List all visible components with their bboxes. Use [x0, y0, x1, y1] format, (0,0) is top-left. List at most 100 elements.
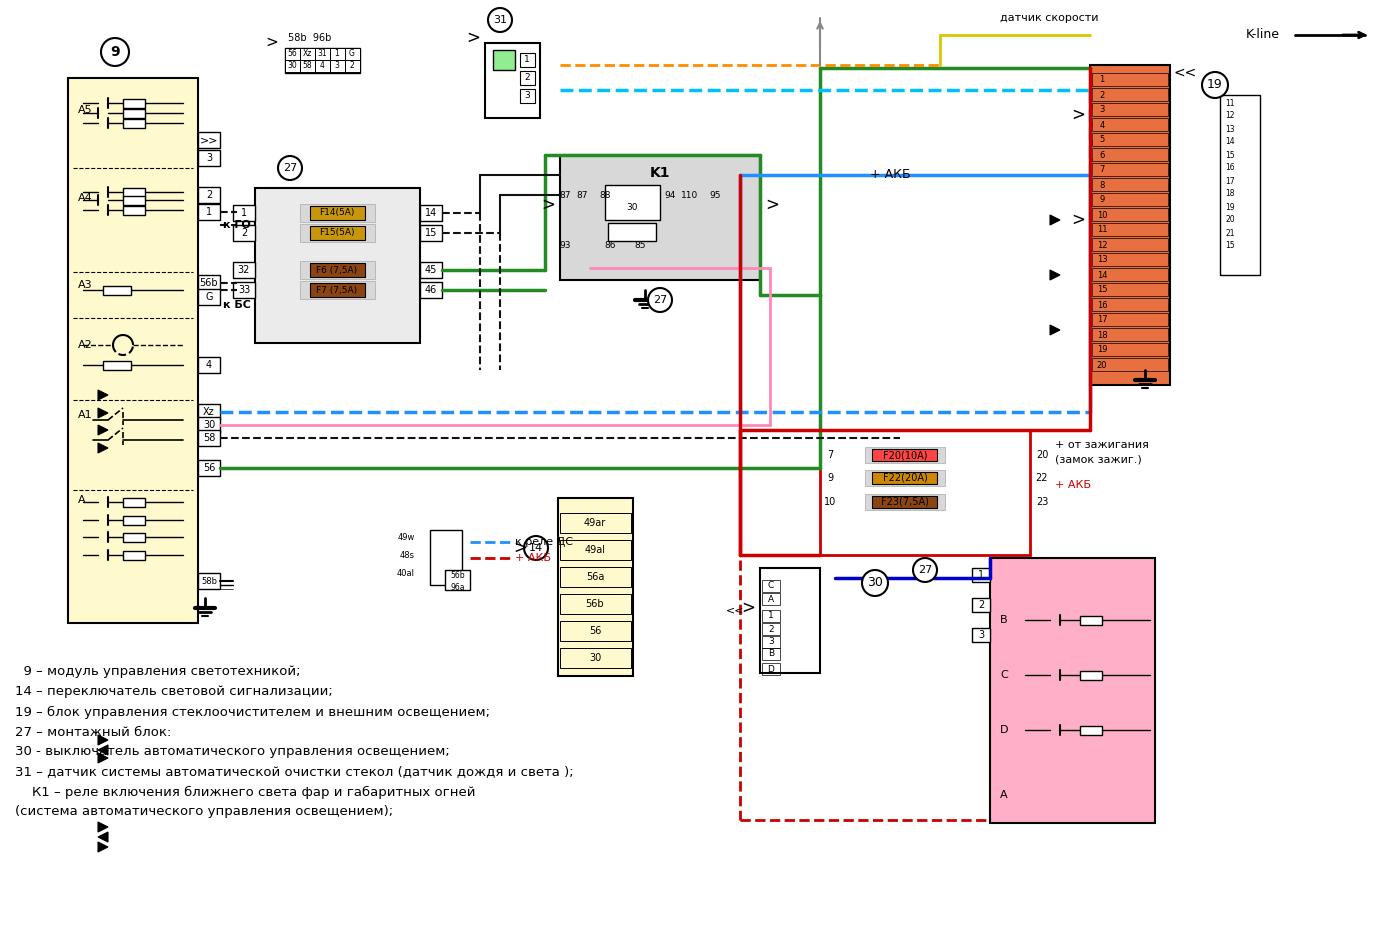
Bar: [199, 275, 221, 291]
Text: + от зажигания: + от зажигания: [1055, 440, 1149, 450]
Bar: [1092, 148, 1168, 161]
Text: >: >: [741, 599, 754, 617]
Bar: [123, 99, 145, 108]
Bar: [865, 470, 945, 486]
Bar: [1092, 133, 1168, 146]
Text: F20(10A): F20(10A): [883, 450, 927, 460]
Text: >: >: [513, 539, 527, 557]
Text: D: D: [1000, 725, 1008, 735]
Text: 14: 14: [425, 208, 437, 218]
Bar: [763, 623, 781, 635]
Text: 56a: 56a: [586, 572, 604, 582]
Bar: [1092, 253, 1168, 266]
Bar: [421, 205, 443, 221]
Circle shape: [648, 288, 672, 312]
Polygon shape: [98, 753, 108, 763]
Text: 46: 46: [425, 285, 437, 295]
Text: F23(7,5A): F23(7,5A): [881, 497, 929, 507]
Text: >: >: [1071, 211, 1085, 229]
Text: >: >: [265, 34, 279, 49]
Bar: [1092, 238, 1168, 251]
Text: F6 (7,5A): F6 (7,5A): [316, 265, 357, 275]
Text: 15: 15: [425, 228, 437, 238]
Text: 110: 110: [681, 191, 699, 200]
Text: 2: 2: [205, 190, 212, 200]
Bar: [103, 361, 131, 370]
Text: 3: 3: [1099, 105, 1105, 115]
Text: 19: 19: [1096, 346, 1107, 354]
Bar: [123, 516, 145, 525]
Text: A2: A2: [79, 340, 92, 350]
Bar: [445, 570, 470, 590]
Text: 15: 15: [1225, 241, 1234, 251]
Bar: [763, 580, 781, 592]
Text: 14: 14: [1096, 271, 1107, 279]
Bar: [872, 496, 936, 508]
Bar: [872, 449, 936, 461]
Text: 56b: 56b: [451, 571, 465, 579]
Text: K-line: K-line: [1247, 28, 1280, 42]
Text: 21: 21: [1225, 229, 1234, 238]
Text: 23: 23: [1036, 497, 1048, 507]
Bar: [199, 204, 221, 220]
Text: 19 – блок управления стеклоочистителем и внешним освещением;: 19 – блок управления стеклоочистителем и…: [15, 706, 490, 718]
Text: 94: 94: [665, 191, 676, 200]
Bar: [865, 447, 945, 463]
Text: + АКБ: + АКБ: [870, 168, 910, 181]
Text: 6: 6: [1099, 150, 1105, 160]
Text: 2: 2: [350, 62, 354, 70]
Text: 49ar: 49ar: [583, 518, 607, 528]
Text: 56: 56: [287, 49, 296, 59]
Polygon shape: [1049, 270, 1060, 280]
Text: >: >: [1071, 106, 1085, 124]
Text: 30: 30: [867, 577, 883, 590]
Text: A5: A5: [79, 105, 92, 115]
Text: 12: 12: [1225, 111, 1234, 121]
Bar: [330, 60, 345, 72]
Circle shape: [913, 558, 936, 582]
Text: 86: 86: [604, 240, 616, 250]
Bar: [560, 155, 760, 280]
Text: 56b: 56b: [586, 599, 604, 609]
Bar: [123, 119, 145, 128]
Circle shape: [488, 8, 512, 32]
Bar: [1092, 343, 1168, 356]
Bar: [560, 621, 632, 641]
Bar: [1080, 671, 1102, 680]
Text: 4: 4: [320, 62, 324, 70]
Bar: [1092, 73, 1168, 86]
Bar: [560, 513, 632, 533]
Bar: [972, 628, 990, 642]
Polygon shape: [98, 745, 108, 755]
Text: 13: 13: [1225, 124, 1234, 134]
Bar: [199, 150, 221, 166]
Bar: [103, 286, 131, 295]
Text: 10: 10: [1096, 211, 1107, 219]
Text: 15: 15: [1225, 150, 1234, 160]
Text: 5: 5: [1099, 136, 1105, 144]
Bar: [199, 132, 221, 148]
Text: 3: 3: [335, 62, 339, 70]
Bar: [605, 185, 661, 220]
Text: 20: 20: [1225, 216, 1234, 224]
Bar: [1080, 726, 1102, 735]
Bar: [310, 206, 365, 220]
Text: 58b: 58b: [201, 577, 217, 585]
Bar: [301, 60, 314, 72]
Bar: [1092, 358, 1168, 371]
Text: + АКБ: + АКБ: [514, 553, 552, 563]
Text: F15(5A): F15(5A): [320, 229, 354, 238]
Bar: [865, 494, 945, 510]
Bar: [199, 289, 221, 305]
Bar: [123, 188, 145, 197]
Text: 45: 45: [425, 265, 437, 275]
Polygon shape: [98, 390, 108, 400]
Text: >>: >>: [200, 135, 218, 145]
Text: 93: 93: [560, 240, 571, 250]
Text: 1: 1: [768, 612, 774, 620]
Bar: [1092, 103, 1168, 116]
Text: 4: 4: [1099, 121, 1105, 129]
Text: A4: A4: [79, 193, 92, 203]
Text: F7 (7,5A): F7 (7,5A): [316, 286, 357, 294]
Text: 87: 87: [560, 191, 571, 200]
